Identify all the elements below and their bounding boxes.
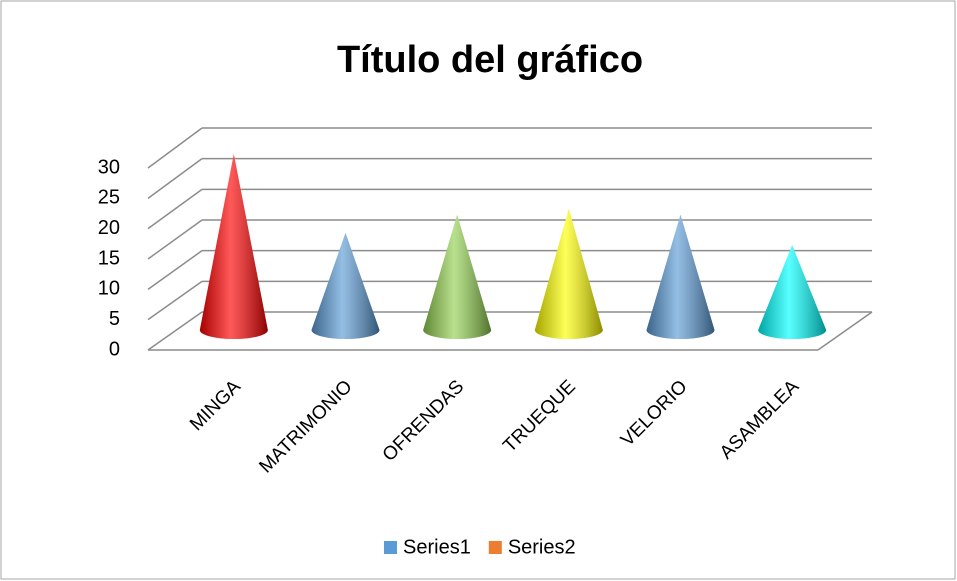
cone xyxy=(199,154,268,339)
legend-label: Series1 xyxy=(403,536,471,558)
cone-shade xyxy=(758,245,827,339)
y-tick-label: 30 xyxy=(98,156,120,178)
cone-shade xyxy=(199,154,268,339)
cone xyxy=(646,214,715,339)
grid-line xyxy=(147,219,203,260)
cone xyxy=(423,214,492,339)
grid-line xyxy=(147,158,203,199)
cone-shade xyxy=(534,208,603,339)
cone-shade xyxy=(311,232,380,339)
y-tick-label: 10 xyxy=(98,278,120,300)
cone-shade xyxy=(423,214,492,339)
legend-swatch xyxy=(488,541,502,554)
grid-line xyxy=(147,250,203,290)
cone xyxy=(311,232,380,339)
cone-shade xyxy=(646,214,715,339)
cone xyxy=(758,245,827,339)
y-tick-label: 5 xyxy=(109,308,120,330)
y-tick-label: 20 xyxy=(98,217,120,239)
floor-edge xyxy=(817,311,873,351)
y-tick-label: 15 xyxy=(98,247,120,269)
grid-line xyxy=(147,311,203,351)
y-tick-label: 25 xyxy=(98,187,120,209)
y-tick-label: 0 xyxy=(109,338,120,360)
grid-line xyxy=(147,280,203,321)
legend-label: Series2 xyxy=(508,536,576,558)
chart-title: Título del gráfico xyxy=(337,39,643,81)
legend-swatch xyxy=(384,541,397,554)
grid-line xyxy=(147,127,203,169)
grid-line xyxy=(147,188,203,230)
cone xyxy=(534,208,603,339)
